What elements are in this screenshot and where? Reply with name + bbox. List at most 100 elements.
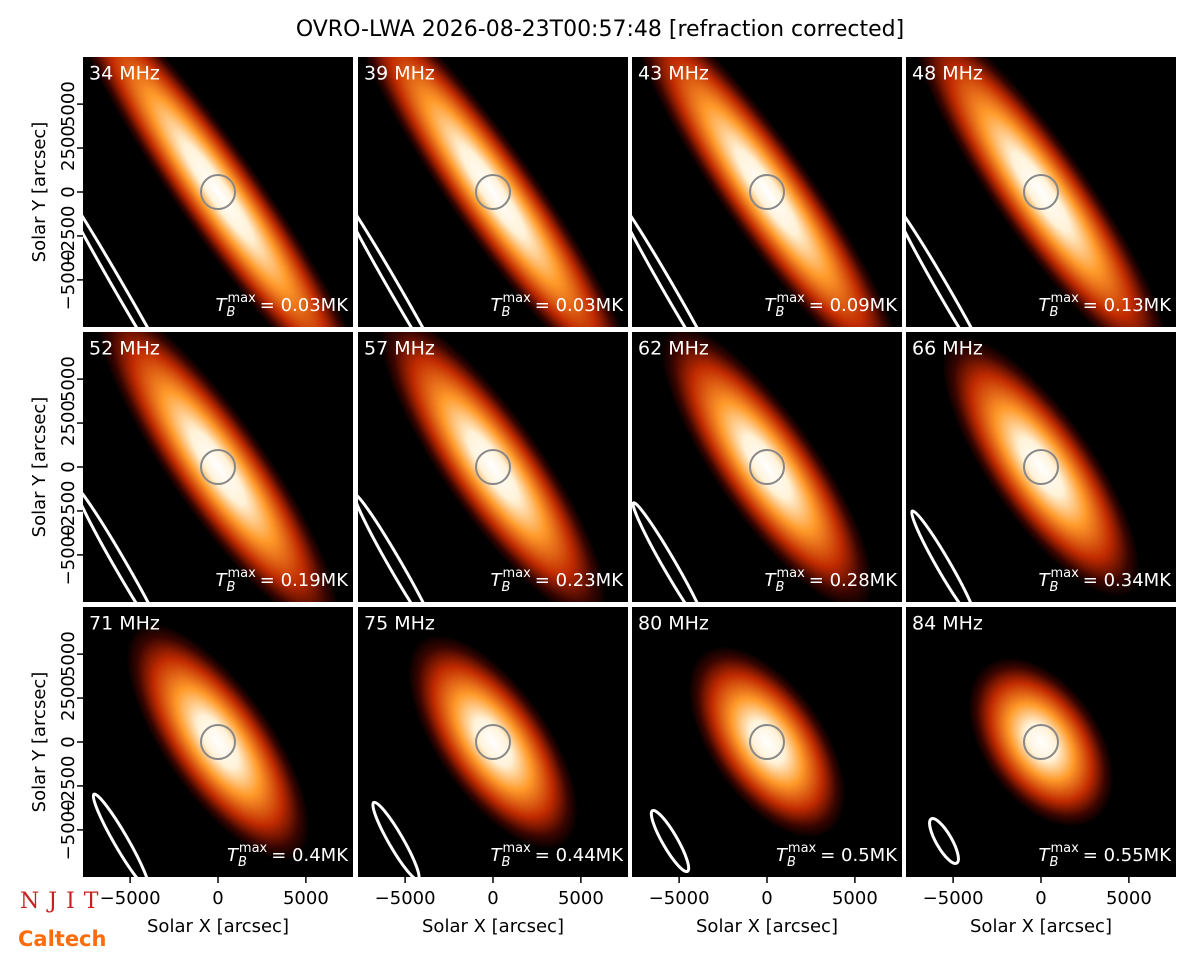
- frequency-label: 57 MHz: [364, 338, 435, 360]
- tb-value: = 0.03MK: [260, 295, 349, 316]
- tb-symbol: T: [491, 295, 504, 316]
- tb-subscript: B: [227, 580, 236, 595]
- tb-subscript: B: [502, 855, 511, 870]
- tb-superscript: max: [502, 841, 531, 856]
- panel: [358, 57, 628, 327]
- tb-symbol: T: [765, 295, 778, 316]
- emission: [688, 646, 846, 838]
- frequency-label: 71 MHz: [89, 613, 160, 635]
- beam: [83, 176, 188, 327]
- y-tick-label: 2500: [58, 675, 79, 721]
- tb-superscript: max: [776, 291, 805, 306]
- frequency-label: 34 MHz: [89, 63, 160, 85]
- tb-value: = 0.5MK: [820, 845, 898, 866]
- emission: [942, 336, 1140, 598]
- figure-title: OVRO-LWA 2026-08-23T00:57:48 [refraction…: [296, 17, 904, 42]
- solar-disk: [475, 174, 511, 210]
- tb-subscript: B: [787, 855, 796, 870]
- panel: [632, 332, 902, 602]
- x-tick-label: 0: [1035, 888, 1046, 909]
- emission: [83, 57, 353, 327]
- tb-value: = 0.03MK: [535, 295, 624, 316]
- beam: [91, 792, 151, 877]
- tb-max-label: TBmax = 0.28MK: [765, 566, 899, 595]
- tb-symbol: T: [216, 570, 229, 591]
- beam: [632, 193, 728, 327]
- x-axis-label: Solar X [arcsec]: [147, 916, 289, 937]
- x-tick-label: −5000: [375, 888, 436, 909]
- tb-value: = 0.44MK: [535, 845, 624, 866]
- tb-value: = 0.13MK: [1083, 295, 1172, 316]
- solar-disk: [475, 449, 511, 485]
- tb-max-label: TBmax = 0.03MK: [491, 291, 625, 320]
- tb-value: = 0.19MK: [260, 570, 349, 591]
- beam: [906, 201, 997, 327]
- x-tick-label: −5000: [100, 888, 161, 909]
- tb-symbol: T: [216, 295, 229, 316]
- x-tick-label: 0: [487, 888, 498, 909]
- panel: [632, 607, 902, 877]
- tb-symbol: T: [491, 570, 504, 591]
- beam: [910, 509, 978, 602]
- solar-disk: [1023, 174, 1059, 210]
- tb-value: = 0.4MK: [271, 845, 349, 866]
- tb-subscript: B: [776, 580, 785, 595]
- emission: [96, 332, 340, 602]
- x-tick-label: 5000: [1106, 888, 1152, 909]
- frequency-label: 75 MHz: [364, 613, 435, 635]
- tb-value: = 0.23MK: [535, 570, 624, 591]
- tb-superscript: max: [788, 841, 817, 856]
- tb-max-label: TBmax = 0.34MK: [1039, 566, 1173, 595]
- solar-disk: [749, 174, 785, 210]
- tb-symbol: T: [1039, 845, 1052, 866]
- panel: [358, 607, 628, 877]
- beam: [371, 800, 421, 877]
- tb-max-label: TBmax = 0.23MK: [491, 566, 625, 595]
- tb-symbol: T: [227, 845, 240, 866]
- emission: [126, 623, 310, 861]
- frequency-label: 84 MHz: [912, 613, 983, 635]
- tb-superscript: max: [1050, 291, 1079, 306]
- tb-max-label: TBmax = 0.09MK: [765, 291, 899, 320]
- tb-superscript: max: [1050, 566, 1079, 581]
- frequency-label: 39 MHz: [364, 63, 435, 85]
- y-axis-label: Solar Y [arcsec]: [29, 122, 50, 263]
- emission: [660, 332, 874, 602]
- y-tick-label: −5000: [58, 524, 79, 585]
- panel: [632, 57, 902, 327]
- x-tick-label: −5000: [923, 888, 984, 909]
- frequency-label: 52 MHz: [89, 338, 160, 360]
- y-tick-label: 5000: [58, 631, 79, 677]
- njit-logo: NJIT: [20, 889, 107, 914]
- tb-symbol: T: [491, 845, 504, 866]
- tb-subscript: B: [502, 305, 511, 320]
- tb-subscript: B: [1050, 305, 1059, 320]
- y-tick-label: 0: [58, 186, 79, 197]
- beam: [928, 817, 960, 865]
- y-axis-label: Solar Y [arcsec]: [29, 672, 50, 813]
- x-tick-label: 5000: [832, 888, 878, 909]
- panel: [83, 332, 353, 602]
- tb-max-label: TBmax = 0.5MK: [776, 841, 898, 870]
- x-tick-label: −5000: [649, 888, 710, 909]
- tb-value: = 0.55MK: [1083, 845, 1172, 866]
- y-tick-label: −5000: [58, 799, 79, 860]
- tb-symbol: T: [765, 570, 778, 591]
- y-tick-label: 5000: [58, 81, 79, 127]
- tb-superscript: max: [502, 566, 531, 581]
- emission: [379, 332, 607, 602]
- y-tick-label: −5000: [58, 249, 79, 310]
- tb-symbol: T: [776, 845, 789, 866]
- y-tick-label: −2500: [58, 206, 79, 267]
- y-axis-label: Solar Y [arcsec]: [29, 397, 50, 538]
- tb-symbol: T: [1039, 570, 1052, 591]
- emission: [968, 657, 1114, 827]
- x-tick-label: 5000: [558, 888, 604, 909]
- y-tick-label: −2500: [58, 481, 79, 542]
- tb-subscript: B: [227, 305, 236, 320]
- solar-disk: [200, 724, 236, 760]
- frequency-label: 62 MHz: [638, 338, 709, 360]
- tb-value: = 0.09MK: [809, 295, 898, 316]
- y-tick-label: 0: [58, 736, 79, 747]
